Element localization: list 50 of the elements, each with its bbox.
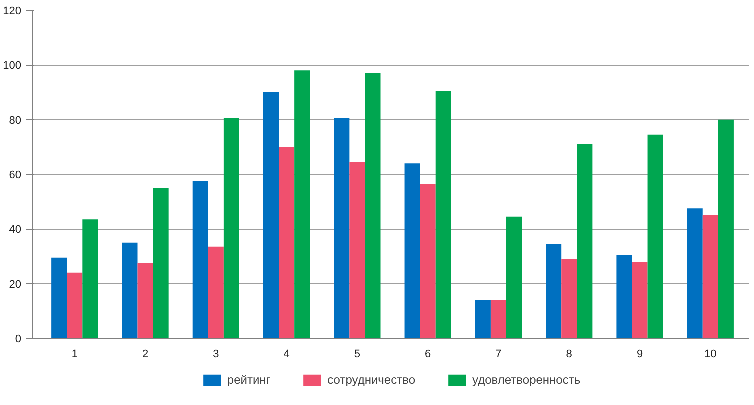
x-tick-label: 9 <box>636 348 644 360</box>
y-tick-label: 80 <box>9 114 22 127</box>
y-tick-label: 60 <box>9 170 22 182</box>
bar <box>546 244 562 338</box>
bar <box>52 258 68 338</box>
legend-label: рейтинг <box>227 373 271 387</box>
bar <box>192 181 208 338</box>
bar <box>436 91 452 338</box>
bar <box>562 259 578 338</box>
bar <box>263 92 280 338</box>
bar <box>687 208 703 338</box>
x-tick-label: 7 <box>496 348 502 360</box>
bar <box>153 188 169 338</box>
legend-label: сотрудничество <box>328 373 416 387</box>
x-tick-label: 2 <box>142 348 149 360</box>
y-tick-label: 100 <box>3 60 22 72</box>
x-tick-label: 1 <box>72 348 78 360</box>
bar <box>208 246 224 338</box>
bar <box>279 147 295 338</box>
x-tick-label: 3 <box>213 348 220 360</box>
bar <box>702 216 718 338</box>
bar <box>420 184 436 338</box>
x-tick-label: 10 <box>704 348 717 360</box>
y-tick-label: 20 <box>9 278 22 291</box>
bar <box>350 162 366 338</box>
bar <box>404 164 420 338</box>
bar <box>224 118 240 338</box>
bar <box>334 118 350 338</box>
legend-label: удовлетворенность <box>472 373 581 387</box>
bar <box>365 73 381 338</box>
bar <box>718 120 734 338</box>
bar <box>82 220 98 338</box>
bar <box>122 242 138 338</box>
x-tick-label: 5 <box>354 348 361 360</box>
x-tick-label: 8 <box>566 348 572 360</box>
bar <box>648 134 664 338</box>
bar <box>616 255 632 338</box>
y-tick-label: 120 <box>3 6 22 18</box>
bar <box>67 272 83 338</box>
x-tick-label: 4 <box>284 348 290 360</box>
y-tick-label: 40 <box>9 224 22 236</box>
bar <box>490 300 506 338</box>
bar <box>475 300 491 338</box>
bar <box>138 263 154 338</box>
bar <box>294 70 310 338</box>
x-tick-label: 6 <box>425 348 432 360</box>
bar <box>632 262 648 338</box>
y-tick-label: 0 <box>15 334 22 346</box>
bar <box>506 216 522 338</box>
bar <box>577 144 593 338</box>
